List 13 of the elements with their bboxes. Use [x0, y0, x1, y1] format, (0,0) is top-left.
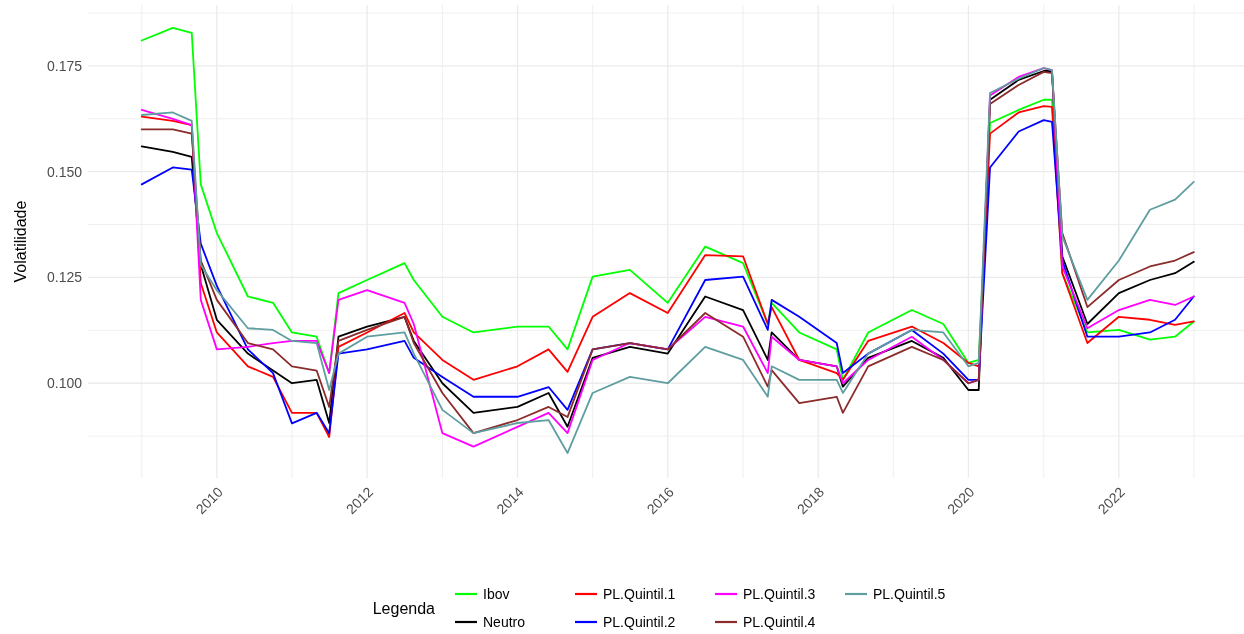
legend-label: PL.Quintil.4: [743, 613, 816, 630]
legend-title: Legenda: [372, 599, 436, 617]
y-tick-label: 0.125: [46, 269, 83, 286]
y-tick-label: 0.150: [46, 163, 83, 180]
legend-label: Ibov: [483, 585, 510, 602]
legend-label: Neutro: [483, 613, 526, 630]
legend-label: PL.Quintil.2: [603, 613, 676, 630]
legend-label: PL.Quintil.5: [873, 585, 946, 602]
y-tick-label: 0.100: [46, 375, 83, 392]
y-tick-label: 0.175: [46, 57, 83, 74]
legend-label: PL.Quintil.3: [743, 585, 816, 602]
legend-label: PL.Quintil.1: [603, 585, 676, 602]
y-axis-title: Volatilidade: [12, 200, 29, 283]
